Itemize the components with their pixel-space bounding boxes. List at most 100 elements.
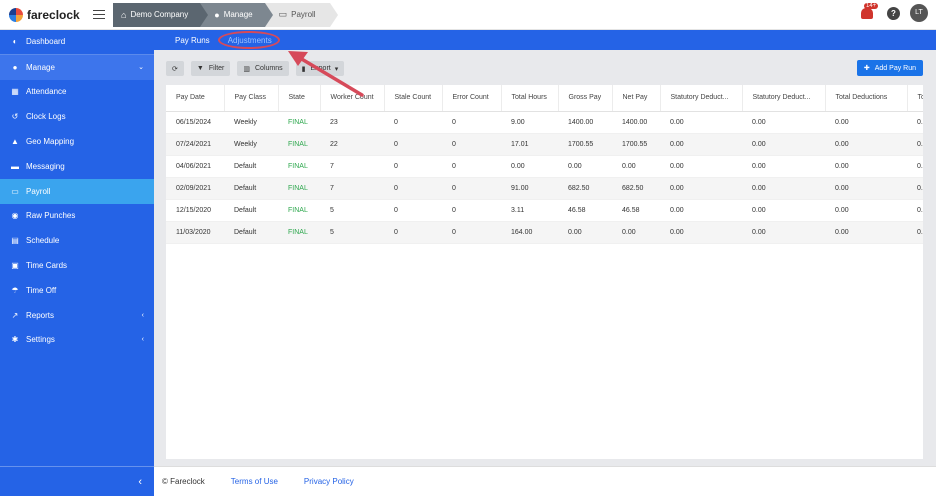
breadcrumb-manage[interactable]: ● Manage xyxy=(200,2,274,27)
breadcrumb: ⌂ Demo Company ● Manage ▭ Payroll xyxy=(113,2,338,27)
top-bar: fareclock ⌂ Demo Company ● Manage ▭ Payr… xyxy=(0,0,936,30)
sidebar-item-messaging[interactable]: ▬ Messaging xyxy=(0,154,154,179)
history-icon: ↺ xyxy=(11,112,19,122)
column-header[interactable]: Total Hours xyxy=(501,85,559,112)
chevron-left-icon: ‹ xyxy=(141,336,144,344)
table-cell: 1400.00 xyxy=(558,111,612,134)
table-cell: 04/06/2021 xyxy=(166,155,224,178)
export-button[interactable]: ▮ Export ▾ xyxy=(295,61,345,76)
table-cell: 02/09/2021 xyxy=(166,177,224,200)
sidebar-item-time-off[interactable]: ☂ Time Off xyxy=(0,278,154,303)
table-row[interactable]: 11/03/2020 Default FINAL 5 0 0 164.00 0.00 0.00 0… xyxy=(166,221,923,244)
table-cell: 0 xyxy=(442,221,501,244)
breadcrumb-payroll[interactable]: ▭ Payroll xyxy=(264,2,338,27)
chevron-left-icon: ‹ xyxy=(141,311,144,319)
column-header[interactable]: Pay Class xyxy=(224,85,279,112)
table-cell: 0. xyxy=(907,177,923,200)
export-label: Export xyxy=(310,65,331,72)
table-cell: Default xyxy=(224,199,278,222)
table-cell: Default xyxy=(224,155,278,178)
sidebar-item-attendance[interactable]: ▦ Attendance xyxy=(0,80,154,105)
tab-pay-runs[interactable]: Pay Runs xyxy=(175,35,210,45)
sidebar-item-time-cards[interactable]: ▣ Time Cards xyxy=(0,253,154,278)
help-button[interactable]: ? xyxy=(887,6,900,20)
columns-label: Columns xyxy=(255,65,283,72)
column-header[interactable]: To xyxy=(907,85,923,112)
sidebar-item-manage[interactable]: ● Manage ⌄ xyxy=(0,54,154,80)
sidebar-item-payroll[interactable]: ▭ Payroll xyxy=(0,178,154,204)
sidebar-item-reports[interactable]: ↗ Reports ‹ xyxy=(0,303,154,328)
breadcrumb-company[interactable]: ⌂ Demo Company xyxy=(113,2,209,27)
column-header[interactable]: State xyxy=(278,85,321,112)
table-cell: 0.00 xyxy=(825,133,907,156)
fareclock-logo[interactable]: fareclock xyxy=(9,7,85,22)
column-header[interactable]: Total Deductions xyxy=(825,85,908,112)
sidebar-item-schedule[interactable]: ▤ Schedule xyxy=(0,228,154,253)
bell-icon xyxy=(861,8,873,19)
columns-button[interactable]: ▥ Columns xyxy=(237,61,289,76)
table-cell: 0.00 xyxy=(825,177,907,200)
column-header[interactable]: Statutory Deduct... xyxy=(742,85,826,112)
table-cell: 682.50 xyxy=(558,177,612,200)
table-cell: 7 xyxy=(320,177,384,200)
table-cell: 1400.00 xyxy=(612,111,660,134)
filter-label: Filter xyxy=(208,65,225,72)
table-cell: 0.00 xyxy=(660,155,742,178)
sidebar-item-raw-punches[interactable]: ◉ Raw Punches xyxy=(0,204,154,229)
sidebar-item-label: Settings xyxy=(26,335,55,345)
column-header[interactable]: Error Count xyxy=(442,85,502,112)
column-header[interactable]: Net Pay xyxy=(612,85,661,112)
table-cell: 22 xyxy=(320,133,384,156)
avatar[interactable]: LT xyxy=(910,4,928,22)
add-pay-run-button[interactable]: ✚ Add Pay Run xyxy=(856,60,923,76)
column-header[interactable]: Pay Date xyxy=(166,85,225,112)
column-header[interactable]: Gross Pay xyxy=(558,85,613,112)
main-content: ⟳ ▼ Filter ▥ Columns ▮ Export ▾ ✚ Add Pa… xyxy=(154,50,936,466)
sidebar-collapse-button[interactable]: ‹ xyxy=(0,466,154,496)
sidebar-item-geo-mapping[interactable]: ▲ Geo Mapping xyxy=(0,129,154,154)
sidebar-item-label: Reports xyxy=(26,310,55,320)
sidebar-item-label: Time Cards xyxy=(26,261,68,271)
table-row[interactable]: 02/09/2021 Default FINAL 7 0 0 91.00 682.50 682.… xyxy=(166,177,923,200)
table-cell: 0.00 xyxy=(660,111,742,134)
filter-button[interactable]: ▼ Filter xyxy=(190,61,231,76)
table-header-row: Pay Date Pay Class State Worker Count Stale … xyxy=(166,85,923,112)
sidebar-item-dashboard[interactable]: ◐ Dashboard xyxy=(0,30,154,55)
table-cell: 1700.55 xyxy=(558,133,612,156)
timecard-icon: ▣ xyxy=(11,261,19,271)
chat-icon: ▬ xyxy=(11,161,19,171)
table-cell: 23 xyxy=(320,111,384,134)
table-row[interactable]: 12/15/2020 Default FINAL 5 0 0 3.11 46.58 46.58 0… xyxy=(166,199,923,222)
table-row[interactable]: 06/15/2024 Weekly FINAL 23 0 0 9.00 1400.00 1400… xyxy=(166,111,923,134)
table-cell: 0.00 xyxy=(742,111,825,134)
privacy-link[interactable]: Privacy Policy xyxy=(303,477,354,486)
columns-icon: ▥ xyxy=(243,65,250,73)
table-cell: 0.00 xyxy=(742,199,825,222)
table-cell: 0.00 xyxy=(558,221,612,244)
table-cell: 91.00 xyxy=(501,177,558,200)
table-cell: 3.11 xyxy=(501,199,558,222)
table-cell: FINAL xyxy=(278,199,320,222)
table-cell: 07/24/2021 xyxy=(166,133,224,156)
terms-link[interactable]: Terms of Use xyxy=(230,477,278,486)
table-row[interactable]: 04/06/2021 Default FINAL 7 0 0 0.00 0.00 0.00 0.0… xyxy=(166,155,923,178)
table-row[interactable]: 07/24/2021 Weekly FINAL 22 0 0 17.01 1700.55 170… xyxy=(166,133,923,156)
table-cell: 46.58 xyxy=(612,199,660,222)
table-cell: 164.00 xyxy=(501,221,558,244)
column-header[interactable]: Worker Count xyxy=(320,85,385,112)
table-cell: Default xyxy=(224,177,278,200)
sidebar-item-settings[interactable]: ✱ Settings ‹ xyxy=(0,328,154,353)
sidebar-item-clock-logs[interactable]: ↺ Clock Logs xyxy=(0,104,154,129)
column-header[interactable]: Statutory Deduct... xyxy=(660,85,743,112)
export-icon: ▮ xyxy=(301,65,306,73)
refresh-button[interactable]: ⟳ xyxy=(166,61,184,76)
notifications-button[interactable]: 14+ xyxy=(861,3,879,21)
table-cell: 5 xyxy=(320,221,384,244)
table-cell: FINAL xyxy=(278,155,320,178)
table-cell: 0.00 xyxy=(742,177,825,200)
footer: © Fareclock Terms of Use Privacy Policy xyxy=(154,466,936,496)
column-header[interactable]: Stale Count xyxy=(384,85,443,112)
table-cell: 0.00 xyxy=(825,111,907,134)
table-cell: 46.58 xyxy=(558,199,612,222)
hamburger-menu-icon[interactable] xyxy=(93,7,105,22)
